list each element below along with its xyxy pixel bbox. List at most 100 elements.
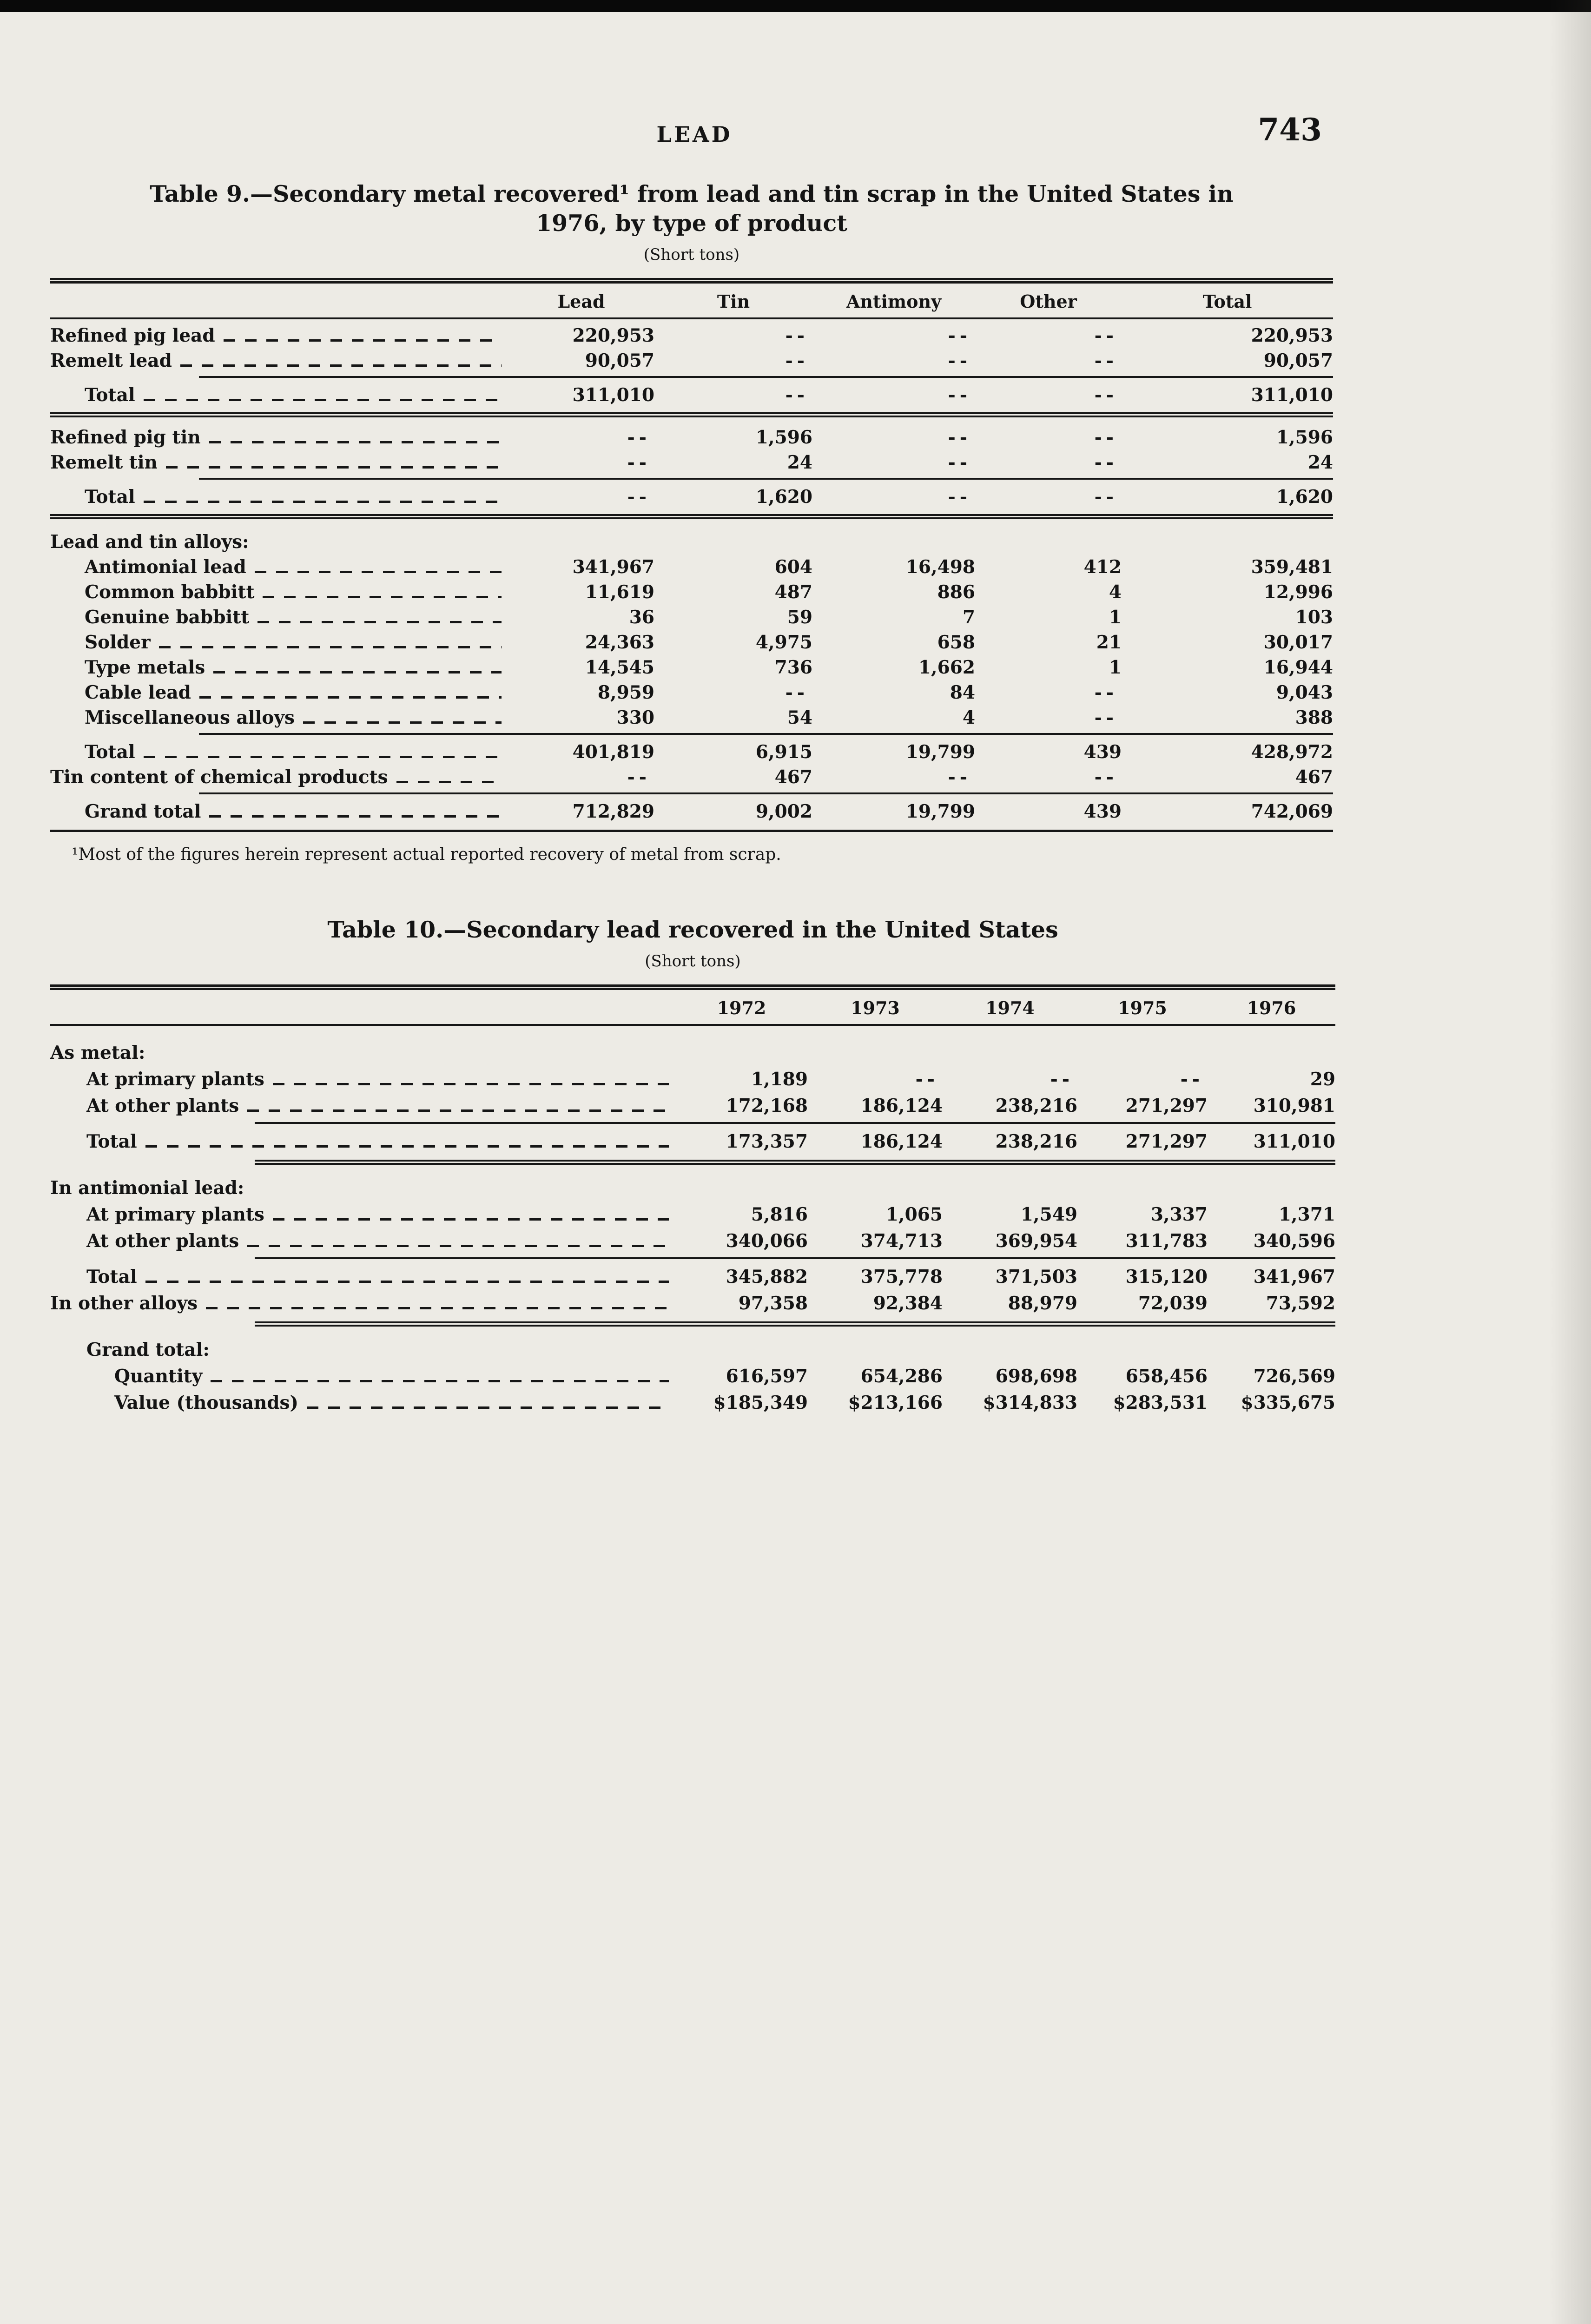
table-row: At primary plants 1,189 -- -- -- 29 [50, 1066, 1335, 1093]
cell-value: 72,039 [1138, 1293, 1208, 1314]
row-label: Lead and tin alloys: [50, 531, 249, 553]
dash-leader [211, 1380, 669, 1382]
cell-value: 103 [1295, 607, 1333, 628]
dash-leader [143, 756, 502, 758]
cell-value: 886 [937, 581, 975, 603]
cell-value: 24 [1307, 452, 1333, 473]
cell-value: 374,713 [860, 1230, 943, 1252]
cell-value: 14,545 [585, 657, 654, 678]
dash-leader [254, 571, 502, 573]
row-label-cell: In other alloys [50, 1290, 675, 1317]
table-row: Total 173,357 186,124 238,216 271,297 311,010 [50, 1129, 1335, 1155]
row-label-cell: At primary plants [50, 1202, 675, 1228]
row-label-cell: Remelt tin [50, 450, 508, 475]
row-label: As metal: [50, 1042, 145, 1063]
cell-value: 11,619 [585, 581, 654, 603]
cell-value: 439 [1083, 801, 1122, 822]
cell-value: 30,017 [1263, 632, 1333, 653]
cell-value: 73,592 [1266, 1293, 1335, 1314]
cell-value: 604 [774, 556, 812, 578]
cell-value: 311,010 [1253, 1131, 1335, 1152]
cell-value: 238,216 [995, 1095, 1077, 1116]
cell-value: 341,967 [572, 556, 654, 578]
cell-value: 92,384 [873, 1293, 943, 1314]
cell-value: 271,297 [1125, 1095, 1208, 1116]
column-header-1972: 1972 [717, 997, 766, 1018]
cell-value: 658 [937, 632, 975, 653]
table-row: Total 401,819 6,915 19,799 439 428,972 [50, 739, 1333, 765]
dash-leader [145, 1145, 669, 1148]
cell-value: 21 [1096, 632, 1122, 653]
row-label-cell: Common babbitt [50, 580, 508, 605]
dash-leader [180, 364, 502, 367]
table-row: Remelt lead 90,057 -- -- -- 90,057 [50, 348, 1333, 373]
cell-value: 24 [787, 452, 812, 473]
cell-value: 428,972 [1251, 741, 1333, 763]
dash-leader [247, 1245, 669, 1247]
row-label-cell: Solder [50, 630, 508, 655]
cell-value: 1,620 [1276, 486, 1333, 508]
cell-value: 7 [962, 607, 975, 628]
table-rule-double [255, 1160, 1335, 1165]
cell-no-data: -- [1094, 486, 1118, 508]
table-rule-partial [199, 792, 1333, 794]
row-label-cell: Antimonial lead [50, 555, 508, 580]
table-row: Total 311,010 -- -- -- 311,010 [50, 383, 1333, 408]
cell-value: $283,531 [1113, 1392, 1208, 1413]
dash-leader [303, 721, 502, 724]
row-label-cell: Type metals [50, 655, 508, 680]
row-label: Value (thousands) [114, 1392, 298, 1413]
cell-value: 658,456 [1125, 1366, 1208, 1387]
row-label: Grand total [85, 801, 201, 822]
cell-no-data: -- [785, 384, 809, 406]
dash-leader [396, 781, 502, 783]
cell-value: 5,816 [751, 1204, 808, 1225]
row-label: At primary plants [86, 1204, 264, 1225]
cell-value: 467 [774, 766, 812, 788]
cell-value: 330 [616, 707, 654, 728]
cell-no-data: -- [785, 325, 809, 346]
cell-value: $213,166 [848, 1392, 943, 1413]
cell-no-data: -- [1050, 1069, 1074, 1090]
cell-value: 726,569 [1253, 1366, 1335, 1387]
row-label: At primary plants [86, 1069, 264, 1090]
cell-value: 1,662 [918, 657, 975, 678]
table-rule-double [50, 514, 1333, 519]
cell-value: 698,698 [995, 1366, 1077, 1387]
cell-value: 90,057 [1263, 350, 1333, 371]
running-title: LEAD [656, 122, 733, 147]
cell-value: 220,953 [1251, 325, 1333, 346]
cell-value: 736 [774, 657, 812, 678]
table-row: Grand total 712,829 9,002 19,799 439 742,069 [50, 799, 1333, 824]
cell-value: 4 [1109, 581, 1122, 603]
row-label-cell: Total [50, 739, 508, 765]
cell-no-data: -- [948, 350, 971, 371]
cell-value: 345,882 [726, 1266, 808, 1287]
cell-value: 186,124 [860, 1131, 943, 1152]
column-header-other: Other [1020, 291, 1077, 312]
table-row: Remelt tin -- 24 -- -- 24 [50, 450, 1333, 475]
cell-value: 1,620 [755, 486, 812, 508]
dash-leader [143, 399, 502, 401]
row-label-cell: At primary plants [50, 1066, 675, 1093]
table9-title-line1: Table 9.—Secondary metal recovered¹ from… [150, 180, 1234, 207]
cell-no-data: -- [1094, 682, 1118, 703]
column-header-lead: Lead [557, 291, 605, 312]
row-label: At other plants [86, 1230, 239, 1252]
cell-value: 6,915 [755, 741, 812, 763]
cell-no-data: -- [948, 427, 971, 448]
row-label-cell: Total [50, 383, 508, 408]
table10: Table 10.—Secondary lead recovered in th… [50, 915, 1335, 1416]
row-label-cell: Remelt lead [50, 348, 508, 373]
column-header-1975: 1975 [1118, 997, 1167, 1018]
cell-no-data: -- [1094, 325, 1118, 346]
table-row: Refined pig lead 220,953 -- -- -- 220,953 [50, 323, 1333, 348]
cell-no-data: -- [627, 427, 651, 448]
column-header-1976: 1976 [1247, 997, 1296, 1018]
row-label-cell: Total [50, 1129, 675, 1155]
table9-header-rule [50, 317, 1333, 319]
cell-no-data: -- [1180, 1069, 1204, 1090]
table-row: Common babbitt 11,619 487 886 4 12,996 [50, 580, 1333, 605]
table-row: Antimonial lead 341,967 604 16,498 412 359,48… [50, 555, 1333, 580]
cell-value: 412 [1083, 556, 1122, 578]
